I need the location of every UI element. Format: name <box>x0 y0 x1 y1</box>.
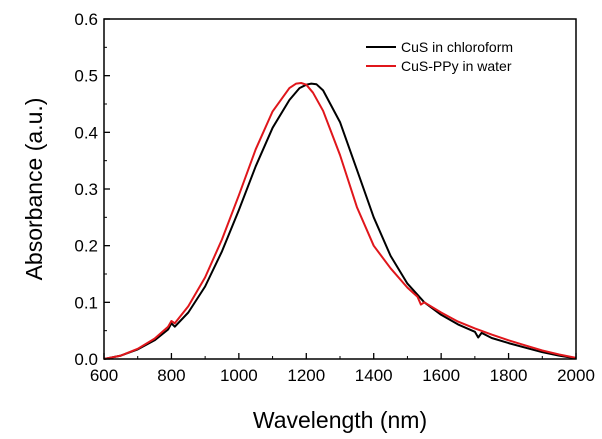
legend-label: CuS in chloroform <box>401 39 513 55</box>
series-layer <box>103 82 577 360</box>
legend-label: CuS-PPy in water <box>401 58 512 74</box>
x-tick-label: 1200 <box>287 366 325 385</box>
x-tick-label: 1800 <box>490 366 528 385</box>
x-tick-label: 1000 <box>220 366 258 385</box>
y-tick-label: 0.1 <box>74 293 98 312</box>
y-tick-label: 0.4 <box>74 123 98 142</box>
y-axis: 0.0 0.1 0.2 0.3 0.4 0.5 0.6 <box>74 10 110 369</box>
y-axis-title: Absorbance (a.u.) <box>21 98 47 281</box>
series-line-cus-in-chloroform <box>103 82 577 360</box>
x-tick-label: 1600 <box>422 366 460 385</box>
series-line-cus-ppy-in-water <box>103 82 577 360</box>
x-axis: 600 800 1000 1200 1400 1600 1800 2000 <box>90 353 595 385</box>
x-tick-label: 800 <box>157 366 185 385</box>
x-tick-label: 2000 <box>557 366 595 385</box>
x-tick-label: 1400 <box>355 366 393 385</box>
x-tick-label: 600 <box>90 366 118 385</box>
legend: CuS in chloroform CuS-PPy in water <box>366 39 513 74</box>
y-tick-label: 0.2 <box>74 237 98 256</box>
y-tick-label: 0.5 <box>74 67 98 86</box>
y-tick-label: 0.3 <box>74 180 98 199</box>
y-tick-label: 0.0 <box>74 350 98 369</box>
y-tick-label: 0.6 <box>74 10 98 29</box>
x-axis-title: Wavelength (nm) <box>253 407 427 433</box>
